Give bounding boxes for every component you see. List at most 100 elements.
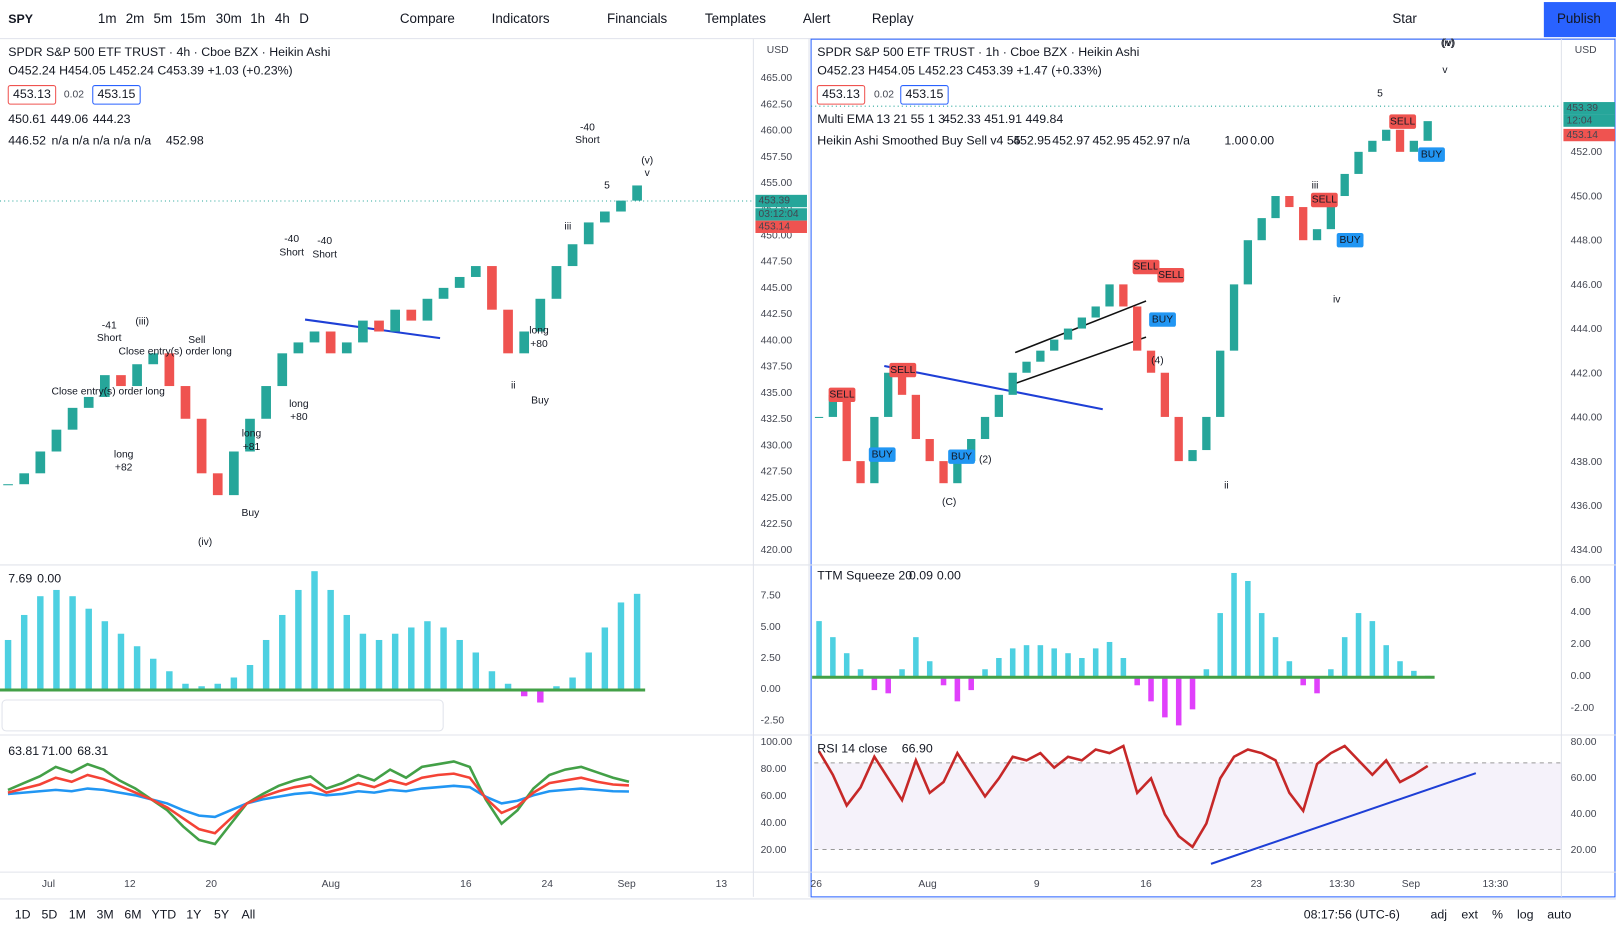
- histogram-bar: [1397, 661, 1403, 678]
- candle: [925, 439, 934, 462]
- toolbar-button[interactable]: Replay: [872, 11, 914, 26]
- scale-option[interactable]: adj: [1430, 908, 1446, 922]
- histogram-bar: [1134, 677, 1140, 686]
- date-label: Jul: [42, 879, 55, 890]
- interval-button[interactable]: 1m: [98, 11, 117, 26]
- candle: [1174, 416, 1183, 462]
- histogram-bar: [1189, 677, 1196, 710]
- interval-button[interactable]: 2m: [126, 11, 145, 26]
- interval-button[interactable]: 30m: [216, 11, 242, 26]
- interval-button[interactable]: 4h: [275, 11, 290, 26]
- toolbar-button[interactable]: Compare: [400, 11, 455, 26]
- axis-label: 445.00: [761, 283, 793, 294]
- candle: [1299, 207, 1308, 241]
- candle: [897, 372, 907, 395]
- scale-option[interactable]: auto: [1547, 908, 1571, 922]
- range-button[interactable]: 6M: [124, 908, 141, 922]
- interval-button[interactable]: 5m: [154, 11, 173, 26]
- histogram-bar: [1245, 580, 1251, 678]
- interval-button[interactable]: D: [299, 11, 309, 26]
- date-label: 9: [1034, 879, 1040, 890]
- histogram-bar: [1079, 658, 1085, 678]
- signal-badge: [1418, 147, 1445, 162]
- chart-annotation: Sell: [188, 335, 205, 346]
- candle: [828, 394, 838, 417]
- axis-label: 40.00: [1571, 809, 1597, 820]
- chart-annotation: Short: [575, 135, 600, 146]
- rsi-value: 71.00: [41, 744, 72, 758]
- scale-option[interactable]: ext: [1461, 908, 1478, 922]
- candle: [911, 394, 921, 440]
- axis-label: 457.50: [761, 152, 793, 163]
- histogram-bar: [279, 614, 286, 691]
- range-button[interactable]: 5Y: [214, 908, 229, 922]
- histogram-bar: [440, 627, 447, 691]
- candle: [100, 375, 110, 397]
- range-button[interactable]: 5D: [42, 908, 58, 922]
- range-button[interactable]: All: [242, 908, 256, 922]
- histogram-bar: [327, 589, 334, 691]
- publish-bg[interactable]: [1543, 2, 1616, 38]
- candle: [632, 185, 642, 201]
- axis-label: 427.50: [761, 467, 793, 478]
- range-button[interactable]: 3M: [97, 908, 114, 922]
- toolbar-button[interactable]: Templates: [705, 11, 766, 26]
- axis-label: 440.00: [1571, 413, 1603, 424]
- price-tag: 453.14: [759, 222, 791, 233]
- drawing-toolbar[interactable]: [1, 699, 444, 732]
- range-button[interactable]: YTD: [152, 908, 177, 922]
- chart-annotation: Close entry(s) order long: [119, 346, 233, 357]
- candle: [1188, 450, 1197, 462]
- candle: [35, 451, 46, 474]
- chart-annotation: Close entry(s) order long: [52, 386, 166, 397]
- histogram-bar: [472, 652, 480, 691]
- histogram-bar: [982, 669, 988, 678]
- axis-label: 438.00: [1571, 457, 1603, 468]
- scale-option[interactable]: %: [1492, 908, 1503, 922]
- histogram-bar: [37, 596, 44, 691]
- axis-label: -2.50: [761, 715, 785, 726]
- candle: [856, 461, 865, 484]
- ema-value: 449.06: [51, 112, 89, 126]
- chart-annotation: BUY: [1421, 149, 1442, 160]
- histogram-bar: [1009, 648, 1016, 678]
- star-button[interactable]: Star: [1392, 11, 1417, 26]
- candle: [939, 461, 948, 484]
- histogram-bar: [182, 683, 189, 691]
- interval-button[interactable]: 1h: [250, 11, 265, 26]
- range-button[interactable]: 1M: [69, 908, 86, 922]
- histogram-bar: [1148, 677, 1154, 702]
- axis-label: -2.00: [1571, 703, 1595, 714]
- rsi-value: 66.90: [902, 742, 933, 756]
- scale-option[interactable]: log: [1517, 908, 1534, 922]
- price-tag: 453.39: [759, 196, 791, 207]
- candle: [51, 429, 62, 452]
- trend-line: [1210, 772, 1477, 865]
- histogram-bar: [246, 664, 254, 691]
- chart-annotation: (v): [641, 156, 653, 167]
- toolbar-button[interactable]: Financials: [607, 11, 668, 26]
- interval-button[interactable]: 15m: [180, 11, 206, 26]
- candle: [1077, 317, 1087, 329]
- date-label: 24: [542, 879, 554, 890]
- candle: [277, 353, 288, 387]
- candle: [229, 451, 239, 496]
- chart-annotation: BUY: [1340, 235, 1361, 246]
- value-box-text: 453.15: [98, 87, 136, 101]
- value-box: [900, 85, 949, 105]
- chart-annotation: -40: [284, 234, 299, 245]
- histogram-bar: [537, 690, 544, 703]
- candle: [1050, 339, 1059, 351]
- candle: [116, 375, 126, 387]
- range-button[interactable]: 1D: [15, 908, 31, 922]
- range-button[interactable]: 1Y: [186, 908, 201, 922]
- indicator-value: 452.97: [1133, 133, 1171, 147]
- axis-label: 420.00: [761, 545, 793, 556]
- axis-label: 5.00: [761, 622, 781, 633]
- publish-button[interactable]: Publish: [1557, 11, 1601, 26]
- clock: 08:17:56 (UTC-6): [1304, 908, 1400, 922]
- chart-annotation: BUY: [872, 449, 893, 460]
- toolbar-button[interactable]: Indicators: [492, 11, 550, 26]
- toolbar-button[interactable]: Alert: [803, 11, 831, 26]
- trend-line: [304, 318, 441, 340]
